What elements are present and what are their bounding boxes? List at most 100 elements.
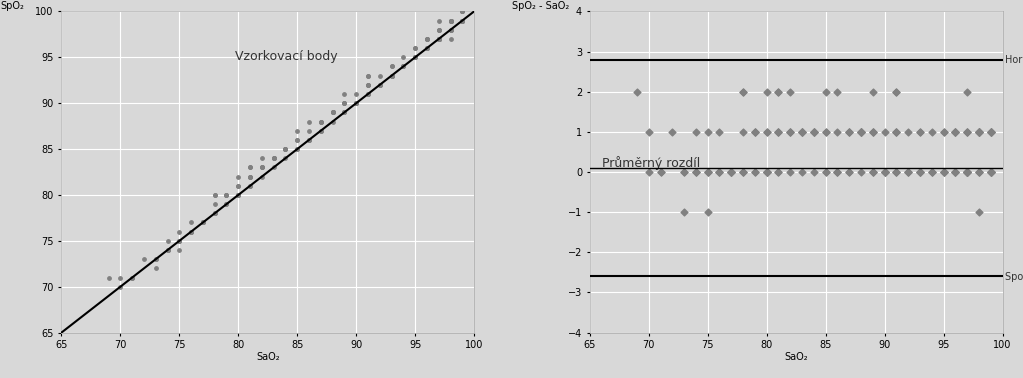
Point [959, 169, 975, 175]
Point [817, 89, 834, 95]
Point [160, 247, 176, 253]
Point [853, 129, 870, 135]
Point [136, 256, 152, 262]
Point [770, 89, 787, 95]
Point [830, 169, 846, 175]
X-axis label: SaO₂: SaO₂ [785, 352, 808, 362]
Point [454, 8, 471, 14]
Point [711, 169, 727, 175]
Point [301, 137, 317, 143]
Point [360, 82, 376, 88]
Point [431, 36, 447, 42]
Point [687, 169, 704, 175]
Point [442, 17, 458, 23]
Point [853, 129, 870, 135]
Point [700, 169, 716, 175]
Point [124, 274, 140, 280]
Point [207, 192, 223, 198]
Point [877, 169, 893, 175]
Point [676, 169, 693, 175]
Point [218, 201, 234, 207]
Point [442, 17, 458, 23]
Point [935, 169, 951, 175]
Point [207, 210, 223, 216]
Point [687, 169, 704, 175]
Point [782, 129, 798, 135]
Point [971, 129, 987, 135]
Point [442, 17, 458, 23]
Point [782, 129, 798, 135]
Point [360, 73, 376, 79]
Point [431, 36, 447, 42]
Point [806, 169, 822, 175]
Point [888, 129, 904, 135]
Point [207, 210, 223, 216]
Point [700, 209, 716, 215]
Point [290, 128, 306, 134]
Point [431, 27, 447, 33]
Point [830, 169, 846, 175]
Point [254, 164, 270, 170]
Point [794, 129, 810, 135]
Point [653, 169, 669, 175]
Point [230, 192, 247, 198]
Point [900, 169, 917, 175]
Point [147, 265, 164, 271]
Point [982, 169, 998, 175]
Point [700, 129, 716, 135]
Point [207, 210, 223, 216]
Point [947, 169, 964, 175]
Point [266, 164, 282, 170]
Point [794, 169, 810, 175]
Point [194, 220, 211, 226]
Point [266, 155, 282, 161]
Point [207, 201, 223, 207]
Point [911, 129, 928, 135]
Point [230, 183, 247, 189]
Point [924, 129, 940, 135]
Point [360, 91, 376, 97]
Point [817, 169, 834, 175]
Point [218, 192, 234, 198]
Point [337, 109, 353, 115]
Point [758, 129, 774, 135]
Point [407, 54, 424, 60]
Point [853, 129, 870, 135]
Point [171, 229, 187, 235]
Point [924, 169, 940, 175]
Point [230, 192, 247, 198]
Point [971, 169, 987, 175]
Point [947, 169, 964, 175]
Point [830, 89, 846, 95]
Point [324, 109, 341, 115]
Point [194, 220, 211, 226]
Point [290, 137, 306, 143]
Point [700, 169, 716, 175]
Point [830, 129, 846, 135]
Point [806, 129, 822, 135]
Point [770, 129, 787, 135]
Point [100, 274, 117, 280]
Point [418, 45, 435, 51]
Point [171, 238, 187, 244]
Point [747, 129, 763, 135]
Point [864, 169, 881, 175]
Point [454, 8, 471, 14]
Point [348, 100, 364, 106]
Point [230, 183, 247, 189]
Point [794, 129, 810, 135]
Point [301, 128, 317, 134]
Point [454, 17, 471, 23]
Point [758, 129, 774, 135]
Point [442, 36, 458, 42]
Point [371, 73, 388, 79]
Point [418, 36, 435, 42]
Point [418, 45, 435, 51]
Point [841, 169, 857, 175]
Point [900, 169, 917, 175]
Point [770, 89, 787, 95]
Point [241, 183, 258, 189]
Point [982, 129, 998, 135]
Point [395, 64, 411, 70]
Point [747, 129, 763, 135]
